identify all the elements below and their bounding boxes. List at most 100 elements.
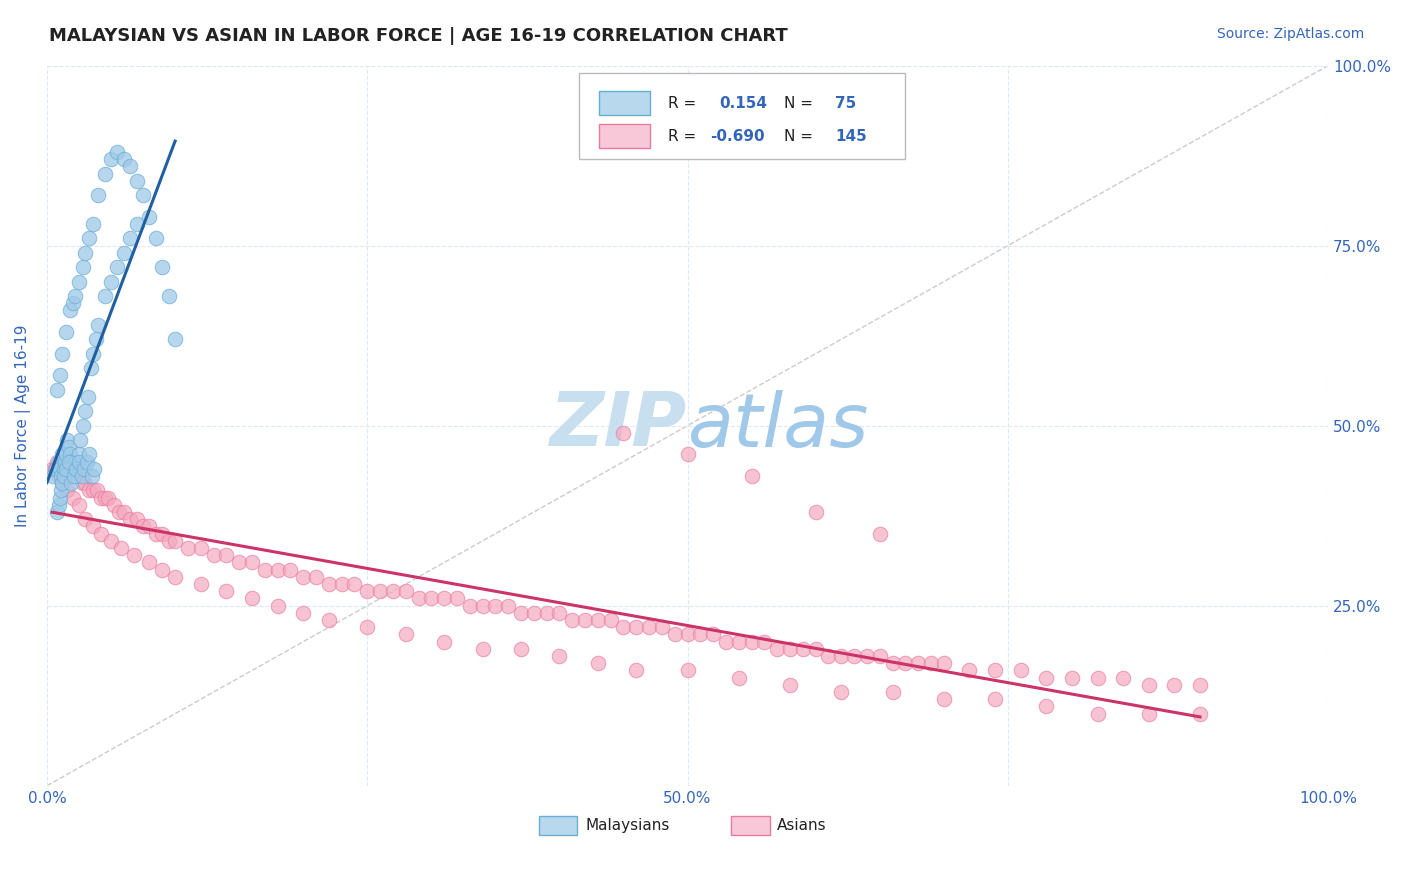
Point	[145, 231, 167, 245]
Point	[484, 599, 506, 613]
Point	[70, 469, 93, 483]
Point	[87, 188, 110, 202]
Point	[381, 584, 404, 599]
Point	[67, 455, 90, 469]
Point	[41, 462, 63, 476]
Point	[82, 483, 104, 498]
Point	[343, 577, 366, 591]
Point	[536, 606, 558, 620]
Point	[132, 188, 155, 202]
Point	[79, 361, 101, 376]
Point	[356, 584, 378, 599]
Point	[86, 483, 108, 498]
Point	[395, 627, 418, 641]
Point	[599, 613, 621, 627]
Point	[150, 526, 173, 541]
Point	[920, 657, 942, 671]
Point	[433, 634, 456, 648]
Point	[49, 462, 72, 476]
Point	[44, 462, 66, 476]
Text: 0.154: 0.154	[720, 95, 768, 111]
Point	[779, 678, 801, 692]
Point	[80, 469, 103, 483]
Point	[75, 476, 97, 491]
Point	[59, 469, 82, 483]
Point	[157, 289, 180, 303]
Point	[638, 620, 661, 634]
Point	[90, 526, 112, 541]
Point	[63, 455, 86, 469]
Text: 75: 75	[835, 95, 856, 111]
Point	[97, 491, 120, 505]
Point	[817, 649, 839, 664]
Point	[318, 577, 340, 591]
Point	[63, 289, 86, 303]
Point	[523, 606, 546, 620]
FancyBboxPatch shape	[538, 816, 578, 835]
Point	[75, 245, 97, 260]
Text: MALAYSIAN VS ASIAN IN LABOR FORCE | AGE 16-19 CORRELATION CHART: MALAYSIAN VS ASIAN IN LABOR FORCE | AGE …	[49, 27, 787, 45]
Point	[77, 483, 100, 498]
Point	[69, 433, 91, 447]
Point	[107, 260, 129, 275]
Point	[46, 455, 69, 469]
Point	[727, 634, 749, 648]
Point	[62, 296, 84, 310]
Point	[792, 641, 814, 656]
Point	[510, 606, 533, 620]
Point	[67, 447, 90, 461]
Point	[48, 469, 70, 483]
Point	[190, 541, 212, 555]
Text: R =: R =	[668, 128, 696, 144]
Point	[612, 425, 634, 440]
Point	[76, 455, 98, 469]
Point	[82, 346, 104, 360]
Point	[83, 462, 105, 476]
Point	[48, 498, 70, 512]
Point	[165, 570, 187, 584]
Text: R =: R =	[668, 95, 696, 111]
Point	[46, 505, 69, 519]
FancyBboxPatch shape	[599, 124, 651, 148]
Point	[56, 433, 79, 447]
Point	[51, 462, 73, 476]
Point	[100, 275, 122, 289]
Point	[100, 152, 122, 166]
Point	[157, 533, 180, 548]
Point	[368, 584, 391, 599]
Point	[63, 469, 86, 483]
Point	[49, 368, 72, 383]
Point	[1137, 678, 1160, 692]
Point	[125, 174, 148, 188]
Point	[55, 325, 77, 339]
Point	[1087, 671, 1109, 685]
Point	[894, 657, 917, 671]
Point	[1060, 671, 1083, 685]
Point	[471, 599, 494, 613]
Point	[689, 627, 711, 641]
Point	[586, 657, 609, 671]
Point	[100, 533, 122, 548]
Point	[93, 167, 115, 181]
Point	[561, 613, 583, 627]
Point	[240, 591, 263, 606]
Point	[215, 548, 238, 562]
Point	[612, 620, 634, 634]
Point	[664, 627, 686, 641]
Point	[510, 641, 533, 656]
Point	[150, 563, 173, 577]
Point	[53, 455, 76, 469]
Y-axis label: In Labor Force | Age 16-19: In Labor Force | Age 16-19	[15, 325, 31, 527]
Point	[145, 526, 167, 541]
Point	[1010, 664, 1032, 678]
Point	[882, 685, 904, 699]
Point	[52, 469, 75, 483]
Point	[1112, 671, 1135, 685]
Point	[138, 210, 160, 224]
Point	[62, 462, 84, 476]
Point	[741, 634, 763, 648]
Point	[67, 469, 90, 483]
Point	[63, 469, 86, 483]
Point	[779, 641, 801, 656]
Point	[51, 447, 73, 461]
